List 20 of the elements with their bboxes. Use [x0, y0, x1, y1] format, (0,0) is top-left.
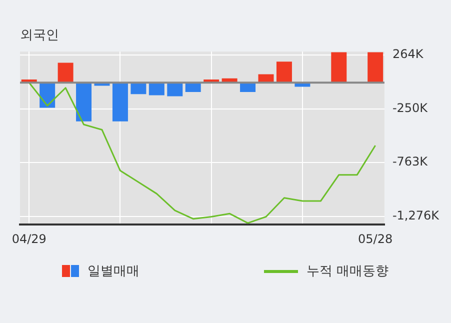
y-tick-label: -1,276K: [392, 208, 440, 222]
y-tick-label: -763K: [392, 154, 429, 169]
legend-label: 일별매매: [87, 263, 140, 280]
x-tick-label: 05/28: [358, 232, 393, 246]
x-tick-label: 04/29: [12, 232, 46, 246]
bar: [112, 82, 128, 122]
bar: [368, 52, 384, 83]
bar: [58, 62, 74, 83]
chart-title: 외국인: [20, 28, 59, 44]
bar: [331, 52, 347, 83]
bar: [185, 82, 201, 92]
y-tick-label: 264K: [392, 47, 424, 62]
bar: [240, 82, 256, 92]
legend-label: 누적 매매동향: [306, 263, 389, 280]
bar: [76, 82, 92, 122]
bar: [148, 82, 164, 96]
bar: [130, 82, 146, 94]
bar: [276, 62, 292, 83]
bar: [167, 82, 183, 96]
y-tick-label: -250K: [392, 100, 429, 115]
